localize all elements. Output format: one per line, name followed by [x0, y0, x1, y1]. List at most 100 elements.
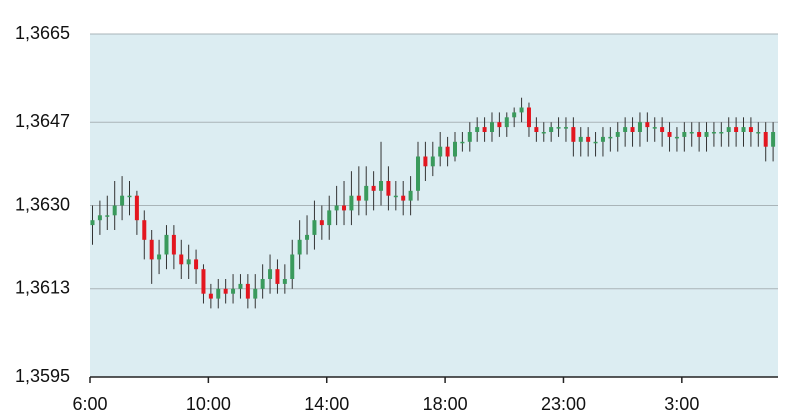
- candle-body: [253, 288, 258, 299]
- candle-body: [504, 117, 509, 128]
- candle-body: [519, 107, 524, 113]
- candle-body: [231, 288, 236, 294]
- candle-body: [134, 195, 139, 221]
- candle-body: [556, 127, 561, 129]
- candle-body: [526, 107, 531, 128]
- candle-body: [549, 127, 554, 132]
- candle-body: [386, 181, 391, 196]
- candle-body: [615, 132, 620, 137]
- candle-body: [171, 234, 176, 255]
- candle-body: [312, 220, 317, 235]
- candle-body: [408, 190, 413, 201]
- candle-body: [482, 127, 487, 132]
- candle-body: [208, 293, 213, 299]
- candle-body: [90, 220, 95, 226]
- candle-body: [571, 127, 576, 142]
- candle-body: [771, 132, 776, 147]
- candle-body: [194, 259, 199, 270]
- candle-body: [105, 215, 110, 217]
- y-tick-label: 1,3630: [15, 194, 70, 214]
- candle-body: [260, 279, 265, 289]
- candle-body: [689, 132, 694, 134]
- candle-body: [726, 127, 731, 132]
- x-tick-label: 18:00: [423, 394, 468, 414]
- candle-body: [157, 254, 162, 260]
- candle-body: [356, 195, 361, 201]
- candle-body: [179, 254, 184, 265]
- candle-body: [393, 195, 398, 198]
- candle-body: [682, 132, 687, 137]
- candle-body: [142, 220, 147, 240]
- candle-body: [578, 136, 583, 142]
- candle-body: [711, 132, 716, 134]
- candle-body: [460, 141, 465, 144]
- candle-body: [186, 259, 191, 265]
- candle-body: [216, 288, 221, 299]
- candle-body: [342, 205, 347, 211]
- candle-body: [512, 112, 517, 118]
- x-tick-label: 10:00: [186, 394, 231, 414]
- candle-body: [741, 127, 746, 132]
- candle-body: [608, 136, 613, 139]
- candle-body: [349, 195, 354, 211]
- candle-body: [438, 146, 443, 157]
- candle-body: [497, 122, 502, 128]
- candle-body: [652, 127, 657, 129]
- x-tick-label: 3:00: [664, 394, 699, 414]
- candle-body: [586, 136, 591, 142]
- candle-body: [282, 279, 287, 284]
- candle-body: [238, 283, 243, 289]
- x-tick-label: 6:00: [72, 394, 107, 414]
- candle-body: [164, 234, 169, 255]
- candle-body: [623, 127, 628, 132]
- candle-body: [127, 195, 132, 198]
- candle-body: [704, 132, 709, 137]
- candle-body: [467, 132, 472, 142]
- candle-body: [637, 122, 642, 132]
- candle-body: [305, 234, 310, 240]
- candle-body: [593, 141, 598, 144]
- candle-body: [763, 132, 768, 147]
- candle-body: [645, 122, 650, 128]
- candle-body: [748, 127, 753, 132]
- candle-body: [534, 127, 539, 132]
- candle-body: [660, 127, 665, 132]
- candle-body: [416, 156, 421, 191]
- candle-body: [489, 122, 494, 132]
- candle-body: [290, 254, 295, 279]
- candle-body: [268, 269, 273, 279]
- candle-body: [275, 269, 280, 284]
- candle-body: [541, 132, 546, 134]
- candle-body: [430, 156, 435, 167]
- candle-body: [630, 127, 635, 132]
- candle-body: [697, 132, 702, 137]
- candle-body: [201, 269, 206, 294]
- candle-body: [112, 205, 117, 216]
- candle-body: [674, 136, 679, 139]
- candle-body: [223, 288, 228, 294]
- candle-body: [364, 185, 369, 201]
- y-tick-label: 1,3613: [15, 278, 70, 298]
- candle-body: [334, 205, 339, 211]
- x-tick-label: 14:00: [304, 394, 349, 414]
- candle-body: [319, 220, 324, 226]
- candle-body: [120, 195, 125, 206]
- y-tick-label: 1,3665: [15, 23, 70, 43]
- candle-body: [401, 195, 406, 201]
- y-tick-label: 1,3595: [15, 366, 70, 386]
- candle-body: [371, 185, 376, 191]
- candle-body: [423, 156, 428, 167]
- candle-body: [719, 132, 724, 134]
- candle-body: [734, 127, 739, 132]
- candle-body: [245, 283, 250, 299]
- candle-body: [97, 215, 102, 221]
- candle-body: [475, 127, 480, 132]
- candle-body: [379, 181, 384, 191]
- candle-body: [600, 136, 605, 142]
- candle-body: [327, 210, 332, 226]
- x-tick-label: 23:00: [541, 394, 586, 414]
- candle-body: [445, 146, 450, 157]
- candle-body: [563, 127, 568, 129]
- candle-body: [756, 132, 761, 134]
